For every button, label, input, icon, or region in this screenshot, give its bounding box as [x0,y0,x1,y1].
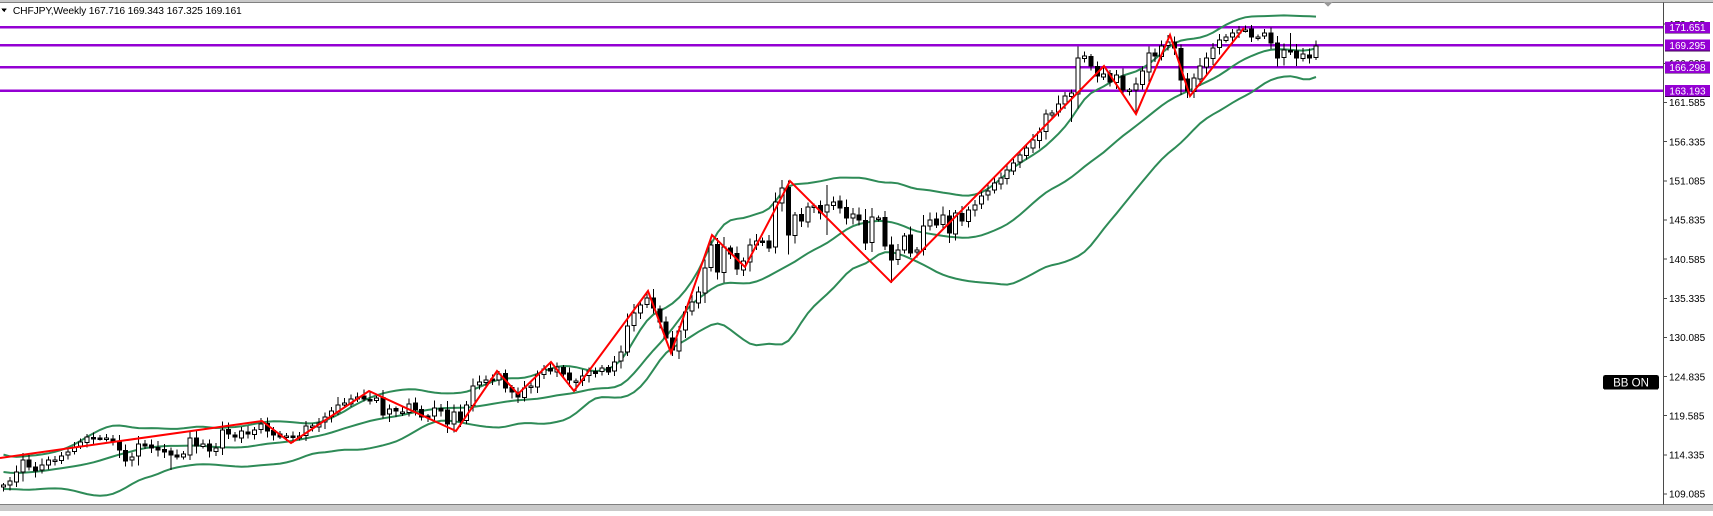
svg-text:151.085: 151.085 [1669,177,1706,188]
svg-text:140.585: 140.585 [1669,255,1706,266]
svg-text:119.585: 119.585 [1669,411,1705,422]
svg-text:109.085: 109.085 [1669,490,1706,501]
svg-text:130.085: 130.085 [1669,333,1706,344]
svg-text:CHFJPY,Weekly 167.716 169.343: CHFJPY,Weekly 167.716 169.343 167.325 16… [13,6,242,17]
svg-text:166.298: 166.298 [1669,63,1706,74]
svg-text:BB ON: BB ON [1613,377,1649,389]
svg-text:169.295: 169.295 [1669,41,1706,52]
svg-text:163.193: 163.193 [1669,86,1706,97]
svg-text:114.335: 114.335 [1669,451,1705,462]
svg-text:145.835: 145.835 [1669,216,1706,227]
svg-text:161.585: 161.585 [1669,98,1706,109]
svg-text:171.651: 171.651 [1669,23,1706,34]
svg-text:135.335: 135.335 [1669,294,1706,305]
svg-text:156.335: 156.335 [1669,137,1706,148]
svg-text:124.835: 124.835 [1669,372,1706,383]
